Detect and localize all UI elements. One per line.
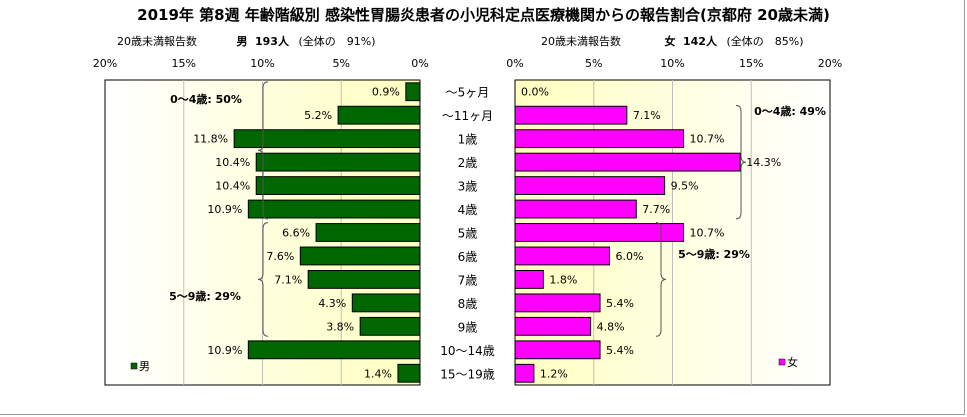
male-bar — [397, 363, 421, 383]
age-category-label: ～5ヶ月 — [446, 86, 490, 100]
female-data-label: 10.7% — [690, 133, 725, 146]
female-bar — [514, 129, 685, 149]
male-header-label: 20歳未満報告数 — [117, 35, 197, 48]
male-bar — [405, 82, 421, 102]
female-bar — [514, 363, 535, 383]
male-brace-5-9 — [257, 222, 269, 337]
female-header-sex: 女 — [664, 35, 676, 48]
age-category-label: 2歳 — [458, 156, 478, 170]
female-x-tick-label: 15% — [739, 57, 763, 70]
male-data-label: 6.6% — [282, 227, 310, 240]
male-data-label: 0.9% — [372, 86, 400, 99]
age-category-label: 15～19歳 — [440, 367, 495, 381]
female-bar — [514, 340, 601, 360]
male-x-tick-label: 10% — [250, 57, 274, 70]
male-bar — [247, 340, 421, 360]
female-bar — [514, 176, 666, 195]
female-annotation-5-9: 5～9歳: 29% — [678, 247, 750, 261]
female-bar — [514, 246, 610, 266]
female-x-tick-label: 0% — [506, 57, 523, 70]
female-bar — [514, 270, 544, 289]
male-bar — [337, 105, 421, 125]
female-header-label: 20歳未満報告数 — [541, 35, 621, 48]
male-brace-0-4 — [257, 81, 269, 220]
age-category-label: 4歳 — [458, 203, 478, 217]
female-bar — [514, 105, 628, 125]
female-x-tick-label: 20% — [818, 57, 842, 70]
male-header-count: 193人 — [255, 35, 289, 48]
age-category-label: 3歳 — [458, 180, 478, 194]
female-data-label: 0.0% — [521, 86, 549, 99]
female-annotation-0-4: 0～4歳: 49% — [754, 104, 826, 118]
female-bar — [514, 199, 637, 219]
male-annotation-5-9: 5～9歳: 29% — [169, 289, 241, 303]
female-data-label: 5.4% — [606, 297, 634, 310]
male-x-tick-label: 0% — [411, 57, 428, 70]
age-category-label: 5歳 — [458, 227, 478, 241]
male-data-label: 5.2% — [304, 109, 332, 122]
female-bar — [514, 293, 601, 313]
female-legend-swatch — [778, 358, 786, 366]
female-data-label: 1.2% — [540, 367, 568, 380]
female-legend-label: 女 — [787, 355, 798, 369]
age-category-label: 8歳 — [458, 297, 478, 311]
male-bar — [255, 152, 421, 172]
male-data-label: 10.4% — [215, 180, 250, 193]
male-header: 20歳未満報告数 男 193人 (全体の 91%) — [117, 33, 376, 49]
male-bar — [255, 176, 421, 195]
male-header-share: (全体の 91%) — [298, 35, 376, 48]
male-data-label: 11.8% — [193, 133, 228, 146]
male-data-label: 4.3% — [318, 297, 346, 310]
age-category-label: 7歳 — [458, 273, 478, 287]
chart-title: 2019年 第8週 年齢階級別 感染性胃腸炎患者の小児科定点医療機関からの報告割… — [137, 6, 830, 24]
female-brace-5-9 — [655, 222, 667, 337]
female-header: 20歳未満報告数 女 142人 (全体の 85%) — [541, 33, 804, 49]
female-data-label: 10.7% — [690, 227, 725, 240]
female-data-label: 9.5% — [671, 180, 699, 193]
male-header-sex: 男 — [236, 35, 248, 48]
male-data-label: 3.8% — [326, 320, 354, 333]
female-x-tick-label: 10% — [660, 57, 684, 70]
male-annotation-0-4: 0～4歳: 50% — [170, 92, 242, 106]
female-bar — [514, 223, 685, 242]
female-header-count: 142人 — [683, 35, 717, 48]
age-category-label: 9歳 — [458, 320, 478, 334]
male-x-tick-label: 20% — [93, 57, 117, 70]
female-bar — [514, 152, 741, 172]
male-x-tick-label: 5% — [333, 57, 350, 70]
male-bar — [233, 129, 421, 149]
male-legend-label: 男 — [139, 360, 150, 373]
male-legend-swatch — [130, 362, 138, 370]
female-data-label: 7.1% — [633, 109, 661, 122]
age-category-label: 6歳 — [458, 250, 478, 264]
male-data-label: 7.1% — [274, 273, 302, 286]
female-brace-0-4 — [735, 104, 747, 220]
female-data-label: 6.0% — [616, 250, 644, 263]
female-data-label: 7.7% — [642, 203, 670, 216]
male-data-label: 10.4% — [215, 156, 250, 169]
male-bar — [315, 223, 421, 242]
male-bar — [299, 246, 421, 266]
age-category-label: 10～14歳 — [440, 344, 495, 358]
female-data-label: 14.3% — [746, 156, 781, 169]
male-x-tick-label: 15% — [172, 57, 196, 70]
female-data-label: 4.8% — [597, 320, 625, 333]
female-x-tick-label: 5% — [585, 57, 602, 70]
female-data-label: 5.4% — [606, 344, 634, 357]
male-data-label: 10.9% — [207, 344, 242, 357]
male-bar — [247, 199, 421, 219]
age-category-label: ～11ヶ月 — [442, 109, 493, 123]
male-bar — [307, 270, 421, 289]
female-bar — [514, 316, 592, 336]
male-data-label: 1.4% — [364, 367, 392, 380]
male-data-label: 7.6% — [266, 250, 294, 263]
male-bar — [359, 316, 421, 336]
age-category-label: 1歳 — [458, 133, 478, 147]
female-data-label: 1.8% — [549, 273, 577, 286]
male-bar — [351, 293, 421, 313]
male-data-label: 10.9% — [207, 203, 242, 216]
female-header-share: (全体の 85%) — [726, 35, 804, 48]
